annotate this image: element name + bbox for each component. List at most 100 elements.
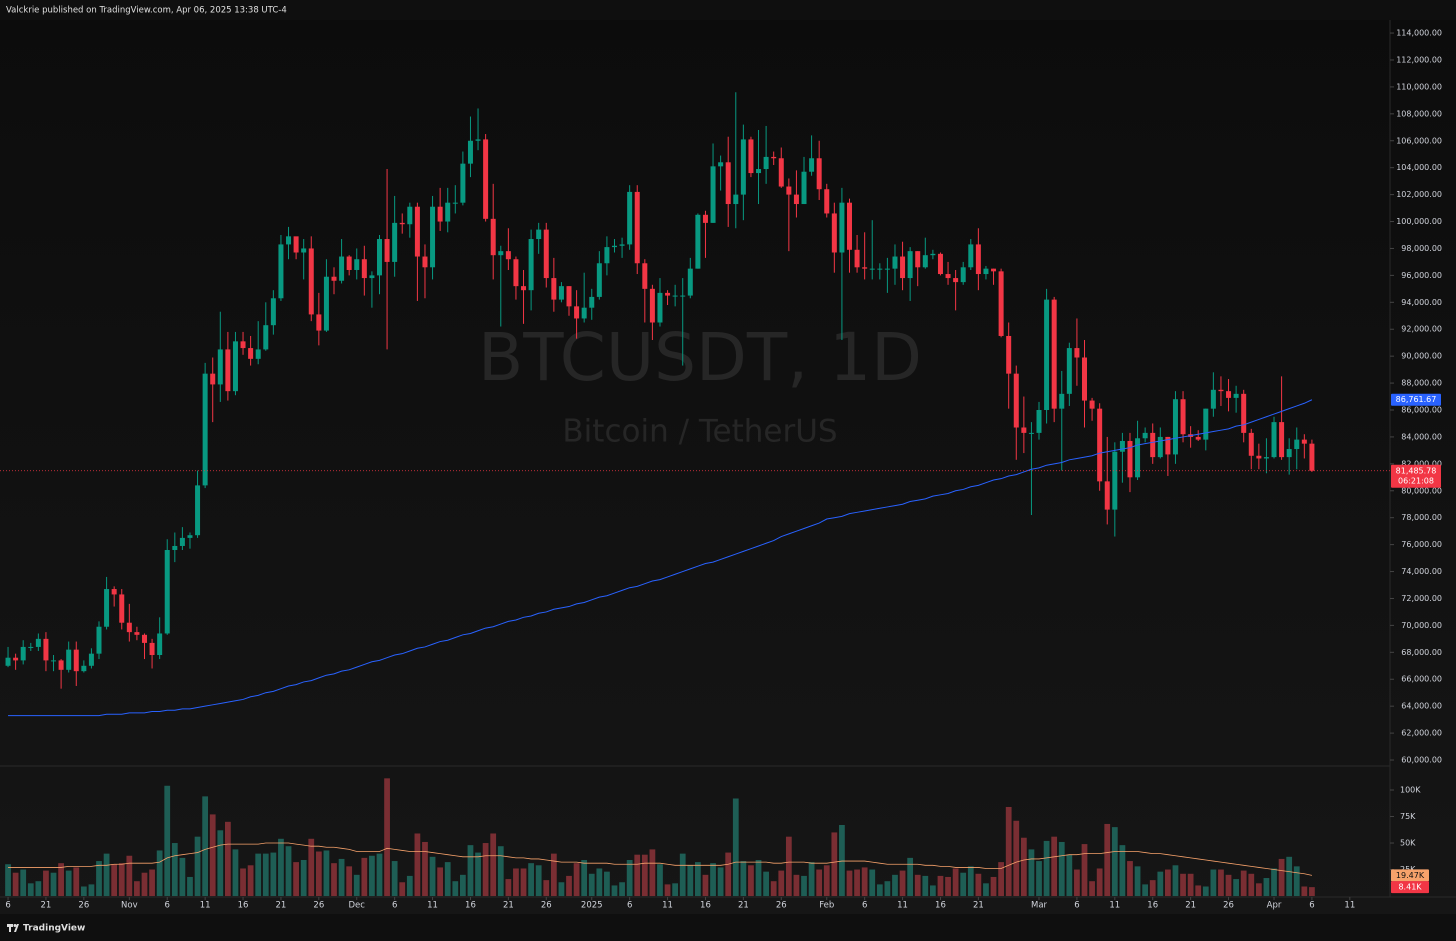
volume-bar — [285, 846, 292, 897]
volume-bar — [672, 883, 679, 897]
y-tick-label: 102,000.00 — [1396, 190, 1442, 199]
candle-body — [1013, 373, 1019, 428]
volume-bar — [876, 884, 883, 897]
candle-body — [649, 288, 655, 323]
y-tick-label: 82,000.00 — [1401, 459, 1442, 468]
y-tick-label: 60,000.00 — [1401, 756, 1442, 765]
candle-body — [900, 256, 906, 279]
volume-bar — [619, 882, 625, 897]
candle-body — [1301, 439, 1307, 444]
volume-bar — [475, 852, 481, 897]
x-tick-label: 16 — [465, 901, 476, 911]
candle-body — [968, 244, 974, 268]
volume-bar — [710, 863, 716, 897]
candle-body — [217, 349, 223, 385]
candle-body — [1157, 436, 1163, 458]
volume-bar — [801, 875, 807, 897]
candle-body — [13, 657, 19, 661]
candle-body — [778, 158, 784, 187]
volume-bar — [255, 853, 262, 897]
volume-bar — [270, 852, 277, 897]
candle-body — [179, 537, 185, 546]
candle-body — [634, 191, 640, 264]
volume-bar — [854, 869, 860, 897]
y-tick-label: 110,000.00 — [1396, 82, 1442, 91]
volume-bar — [467, 845, 474, 897]
candle-body — [1279, 422, 1285, 458]
candle-body — [1112, 451, 1118, 510]
candle-body — [589, 296, 595, 308]
candle-body — [392, 222, 398, 262]
candle-body — [998, 271, 1004, 336]
x-tick-label: 21 — [1185, 901, 1196, 911]
x-tick-label: 26 — [541, 901, 552, 911]
candle-body — [642, 263, 648, 289]
y-tick-label: 72,000.00 — [1401, 594, 1442, 603]
candle-body — [119, 594, 125, 623]
candle-body — [1286, 449, 1292, 458]
candle-body — [687, 268, 693, 296]
candle-body — [695, 214, 701, 269]
volume-bar — [300, 859, 307, 897]
volume-bar — [1005, 806, 1012, 897]
x-tick-label: Nov — [121, 901, 138, 911]
candle-body — [361, 259, 367, 279]
volume-bar — [846, 870, 853, 897]
x-tick-label: 11 — [427, 901, 438, 911]
volume-bar — [35, 881, 42, 897]
candle-body — [498, 251, 504, 256]
candle-body — [824, 189, 830, 214]
candle-body — [596, 263, 602, 297]
volume-bar — [1180, 873, 1186, 897]
y-tick-label: 100,000.00 — [1396, 217, 1442, 226]
candle-body — [202, 373, 208, 486]
candle-body — [339, 256, 345, 281]
candle-body — [786, 186, 792, 195]
candle-body — [771, 156, 777, 159]
candle-body — [657, 292, 663, 323]
volume-bar — [156, 850, 163, 897]
candle-body — [96, 626, 102, 654]
y-tick-label: 112,000.00 — [1396, 55, 1442, 64]
candle-body — [801, 171, 807, 205]
volume-bar — [952, 868, 959, 897]
candle-body — [422, 256, 428, 268]
candle-body — [831, 213, 837, 253]
volume-bar — [247, 865, 254, 897]
candle-body — [301, 248, 307, 253]
x-tick-label: 11 — [200, 901, 211, 911]
candle-body — [619, 244, 625, 246]
watermark-subtitle: Bitcoin / TetherUS — [562, 414, 837, 450]
candle-body — [187, 535, 193, 538]
ma-line — [8, 399, 1313, 717]
x-tick-label: 11 — [897, 901, 908, 911]
volume-bar — [740, 861, 747, 897]
candle-body — [232, 341, 238, 392]
volume-bar — [217, 830, 224, 897]
volume-bar — [1020, 837, 1027, 897]
volume-bar — [376, 853, 383, 897]
x-tick-label: 16 — [935, 901, 946, 911]
volume-last-label: 8.41K — [1398, 883, 1422, 892]
candle-body — [566, 286, 572, 307]
candle-body — [1127, 440, 1133, 478]
volume-bar — [1028, 849, 1035, 897]
x-tick-label: 11 — [662, 901, 673, 911]
candle-body — [945, 274, 951, 279]
candle-body — [907, 251, 913, 279]
candle-body — [528, 239, 534, 291]
candle-body — [141, 634, 147, 643]
volume-bar — [369, 855, 375, 897]
candle-body — [157, 633, 163, 656]
y-tick-label: 86,000.00 — [1401, 406, 1442, 415]
volume-bar — [126, 855, 133, 897]
volume-bar — [399, 882, 406, 897]
volume-bar — [118, 863, 125, 897]
candle-body — [1119, 440, 1125, 452]
volume-ma-line — [8, 842, 1313, 876]
candle-body — [263, 325, 269, 350]
volume-bar — [103, 853, 110, 897]
volume-bar — [490, 833, 497, 897]
x-tick-label: Apr — [1267, 901, 1282, 911]
volume-bar — [1195, 885, 1202, 897]
